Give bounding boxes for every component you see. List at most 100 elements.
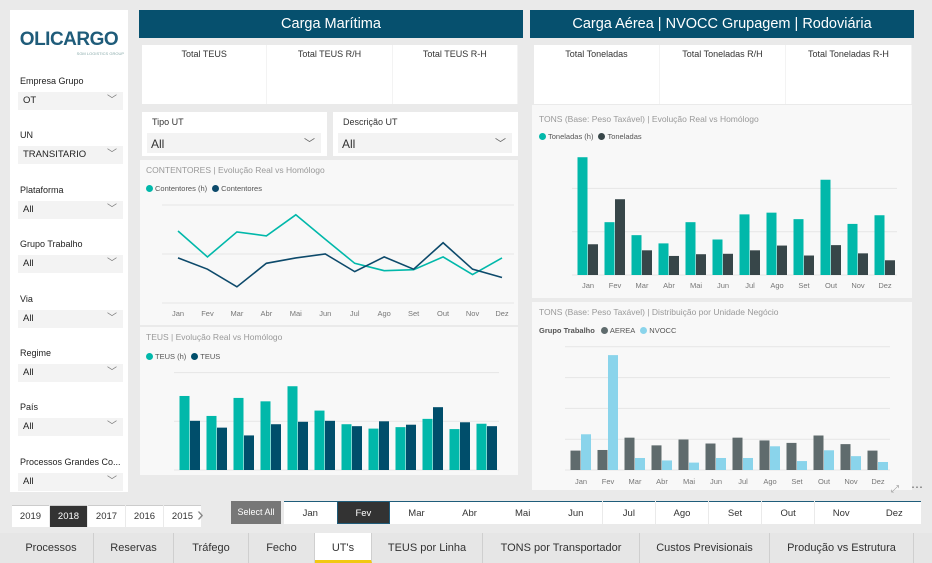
tab-ut-s[interactable]: UT's [315, 533, 372, 563]
bar-teus-h-ago[interactable] [368, 428, 379, 470]
year-2019[interactable]: 2019 [12, 505, 49, 527]
legend-label[interactable]: Contentores (h) [155, 184, 208, 193]
filter-dropdown-via[interactable]: All ﹀ [18, 309, 123, 328]
filter-dropdown-pais[interactable]: All ﹀ [18, 418, 123, 437]
bar-aerea-jun[interactable] [705, 443, 716, 470]
bar-aerea-set[interactable] [786, 442, 797, 470]
bar-aerea-mar[interactable] [624, 437, 635, 470]
bar-toneladas-mar[interactable] [642, 250, 652, 275]
bar-teus-mai[interactable] [298, 421, 308, 470]
year-2015[interactable]: 2015 [164, 505, 201, 527]
year-2017[interactable]: 2017 [88, 505, 125, 527]
bar-toneladas-h-out[interactable] [820, 179, 831, 275]
bar-nvocc-fev[interactable] [608, 355, 618, 470]
bar-toneladas-h-ago[interactable] [766, 212, 777, 275]
filter-dropdown-plataforma[interactable]: All ﹀ [18, 200, 123, 219]
year-2016[interactable]: 2016 [126, 505, 163, 527]
bar-aerea-jan[interactable] [570, 450, 581, 470]
bar-toneladas-h-mai[interactable] [685, 222, 696, 275]
bar-toneladas-dez[interactable] [885, 260, 895, 275]
filter-dropdown-un[interactable]: TRANSITARIO ﹀ [18, 146, 123, 165]
month-set[interactable]: Set [708, 501, 762, 524]
tipo-ut-dropdown[interactable]: All ﹀ [147, 133, 321, 153]
tab-trafego[interactable]: Tráfego [174, 533, 249, 563]
more-options-icon[interactable]: ⋯ [911, 480, 924, 494]
bar-toneladas-h-set[interactable] [793, 219, 804, 275]
bar-teus-h-out[interactable] [422, 418, 433, 470]
bar-toneladas-h-jul[interactable] [739, 214, 750, 275]
bar-nvocc-jul[interactable] [743, 457, 753, 470]
legend-label[interactable]: Toneladas [607, 132, 642, 141]
tab-reservas[interactable]: Reservas [94, 533, 174, 563]
legend-label[interactable]: TEUS [200, 352, 221, 361]
year-2018[interactable]: 2018 [50, 505, 87, 527]
legend-label[interactable]: Contentores [221, 184, 262, 193]
bar-toneladas-ago[interactable] [777, 245, 787, 275]
bar-nvocc-out[interactable] [824, 450, 834, 470]
tab-teus-por-linha[interactable]: TEUS por Linha [372, 533, 483, 563]
bar-aerea-abr[interactable] [651, 445, 662, 470]
month-jul[interactable]: Jul [602, 501, 656, 524]
series-line-contentores-h[interactable] [177, 213, 503, 276]
bar-teus-dez[interactable] [487, 426, 497, 470]
bar-toneladas-abr[interactable] [669, 255, 679, 275]
month-fev[interactable]: Fev [337, 501, 390, 524]
bar-aerea-jul[interactable] [732, 437, 743, 470]
month-jun[interactable]: Jun [549, 501, 603, 524]
series-line-contentores[interactable] [177, 241, 503, 288]
bar-teus-abr[interactable] [271, 424, 281, 470]
filter-dropdown-grupo-trabalho[interactable]: All ﹀ [18, 255, 123, 274]
bar-toneladas-nov[interactable] [858, 253, 868, 275]
legend-label[interactable]: Toneladas (h) [548, 132, 594, 141]
chevron-right-icon[interactable]: › [197, 504, 204, 526]
legend-label[interactable]: NVOCC [649, 326, 677, 335]
month-mar[interactable]: Mar [390, 501, 443, 524]
bar-teus-h-set[interactable] [395, 427, 406, 470]
bar-toneladas-mai[interactable] [696, 254, 706, 275]
tab-fecho[interactable]: Fecho [249, 533, 315, 563]
bar-teus-h-dez[interactable] [476, 423, 487, 470]
bar-teus-h-jan[interactable] [179, 395, 190, 470]
bar-teus-out[interactable] [433, 407, 443, 470]
bar-teus-mar[interactable] [244, 435, 254, 470]
bar-toneladas-h-mar[interactable] [631, 235, 642, 275]
month-mai[interactable]: Mai [496, 501, 549, 524]
month-jan[interactable]: Jan [284, 501, 337, 524]
bar-toneladas-out[interactable] [831, 245, 841, 275]
filter-dropdown-regime[interactable]: All ﹀ [18, 364, 123, 382]
bar-teus-h-nov[interactable] [449, 429, 460, 470]
legend-label[interactable]: AEREA [609, 326, 636, 335]
month-out[interactable]: Out [761, 501, 815, 524]
bar-toneladas-set[interactable] [804, 255, 814, 275]
bar-nvocc-mai[interactable] [689, 462, 699, 470]
bar-teus-h-abr[interactable] [260, 401, 271, 470]
bar-nvocc-jun[interactable] [716, 457, 726, 470]
bar-nvocc-dez[interactable] [878, 461, 888, 470]
bar-nvocc-set[interactable] [797, 461, 807, 470]
select-all-button[interactable]: Select All [231, 501, 281, 524]
filter-dropdown-processos-grandes-co[interactable]: All ﹀ [18, 472, 123, 491]
bar-aerea-dez[interactable] [867, 450, 878, 470]
bar-toneladas-h-fev[interactable] [604, 222, 615, 275]
bar-toneladas-h-abr[interactable] [658, 243, 669, 275]
bar-teus-h-jun[interactable] [314, 410, 325, 470]
tab-tons-por-transportador[interactable]: TONS por Transportador [483, 533, 640, 563]
bar-aerea-out[interactable] [813, 435, 824, 470]
bar-nvocc-nov[interactable] [851, 456, 861, 470]
tab-custos-previsionais[interactable]: Custos Previsionais [640, 533, 770, 563]
month-dez[interactable]: Dez [868, 501, 921, 524]
bar-nvocc-mar[interactable] [635, 457, 645, 470]
bar-nvocc-ago[interactable] [770, 446, 780, 470]
tab-processos[interactable]: Processos [9, 533, 94, 563]
bar-teus-fev[interactable] [217, 427, 227, 470]
tab-producao-vs-estrutura[interactable]: Produção vs Estrutura [770, 533, 914, 563]
month-nov[interactable]: Nov [814, 501, 868, 524]
bar-toneladas-jul[interactable] [750, 250, 760, 275]
descricao-ut-dropdown[interactable]: All ﹀ [338, 133, 512, 153]
bar-toneladas-h-nov[interactable] [847, 223, 858, 275]
bar-aerea-nov[interactable] [840, 444, 851, 470]
bar-teus-h-fev[interactable] [206, 415, 217, 470]
bar-teus-ago[interactable] [379, 421, 389, 470]
bar-nvocc-jan[interactable] [581, 434, 591, 470]
bar-teus-h-mai[interactable] [287, 386, 298, 470]
